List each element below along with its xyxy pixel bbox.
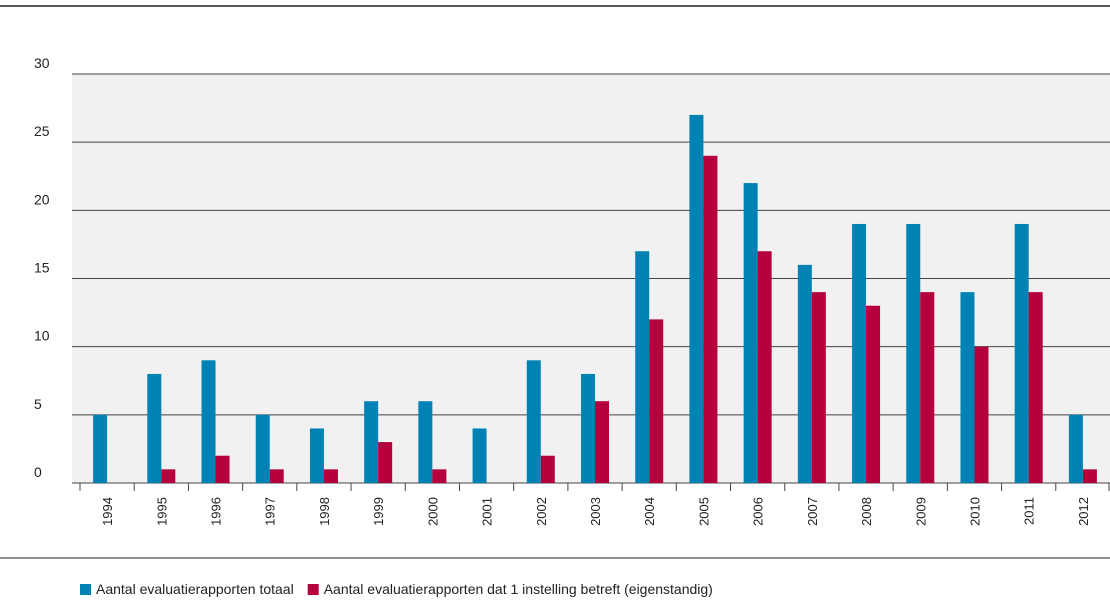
legend-label: Aantal evaluatierapporten dat 1 instelli… xyxy=(324,581,713,597)
x-tick-label: 2000 xyxy=(425,497,440,526)
bar xyxy=(649,319,664,483)
x-tick-label: 2008 xyxy=(859,497,874,526)
x-tick-label: 2002 xyxy=(534,497,549,526)
bar xyxy=(743,183,758,484)
bar xyxy=(309,428,324,483)
x-tick-label: 2009 xyxy=(913,497,928,526)
bar xyxy=(147,373,162,483)
y-tick-label: 0 xyxy=(34,464,42,480)
bar xyxy=(418,401,433,483)
bar xyxy=(93,414,108,483)
bar xyxy=(1082,469,1097,483)
x-tick-label: 2001 xyxy=(480,497,495,526)
bar xyxy=(581,373,595,483)
x-tick-label: 2006 xyxy=(751,497,766,526)
x-tick-label: 2010 xyxy=(967,497,982,526)
bar xyxy=(323,469,338,483)
bar xyxy=(526,360,541,483)
x-tick-label: 2004 xyxy=(642,497,657,526)
x-tick-label: 1996 xyxy=(209,497,224,526)
bar xyxy=(432,469,447,483)
bar xyxy=(974,346,989,483)
bar xyxy=(378,442,393,483)
x-tick-label: 1997 xyxy=(263,497,278,526)
bar xyxy=(201,360,216,483)
bar xyxy=(811,292,826,483)
y-tick-label: 5 xyxy=(34,396,42,412)
x-tick-label: 1998 xyxy=(317,497,332,526)
bar xyxy=(635,251,650,483)
bar xyxy=(595,401,609,483)
bar xyxy=(852,223,867,483)
y-tick-label: 30 xyxy=(34,55,50,71)
y-tick-label: 25 xyxy=(34,123,50,139)
bar xyxy=(960,292,975,483)
y-tick-label: 20 xyxy=(34,191,50,207)
x-tick-label: 2005 xyxy=(696,497,711,526)
x-tick-label: 1995 xyxy=(154,497,169,526)
y-tick-label: 10 xyxy=(34,328,50,344)
bar xyxy=(161,469,176,483)
bar xyxy=(797,264,812,483)
bar xyxy=(364,401,379,483)
legend-swatch xyxy=(80,584,91,595)
bar xyxy=(689,114,704,484)
x-tick-label: 2011 xyxy=(1022,497,1037,525)
x-tick-label: 1999 xyxy=(371,497,386,526)
bar xyxy=(269,469,284,483)
bar xyxy=(703,155,718,484)
bar xyxy=(1014,223,1029,483)
y-tick-label: 15 xyxy=(34,260,50,276)
bar xyxy=(1068,414,1083,483)
bar xyxy=(215,455,230,483)
bar xyxy=(866,305,881,483)
x-tick-label: 2003 xyxy=(588,497,603,526)
bar xyxy=(757,251,772,483)
x-tick-label: 1994 xyxy=(100,497,115,526)
legend-label: Aantal evaluatierapporten totaal xyxy=(96,581,294,597)
bar xyxy=(255,414,270,483)
legend-swatch xyxy=(307,584,319,595)
bar xyxy=(1028,292,1043,483)
x-tick-label: 2012 xyxy=(1076,497,1091,526)
bar xyxy=(920,292,935,483)
x-tick-label: 2007 xyxy=(805,497,820,526)
bar xyxy=(472,428,487,483)
bar xyxy=(906,223,921,483)
bar xyxy=(540,455,555,483)
